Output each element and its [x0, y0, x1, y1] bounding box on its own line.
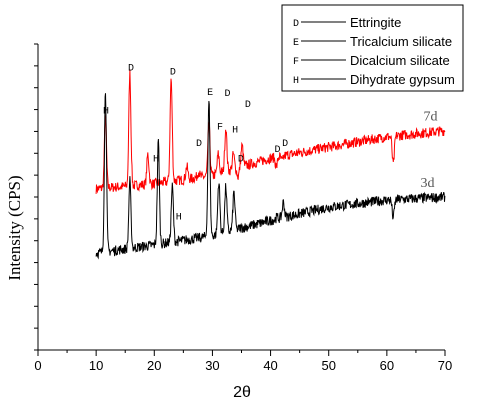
legend-label: Tricalcium silicate — [350, 34, 452, 49]
peak-annotation: D — [225, 89, 231, 100]
legend-label: Dicalcium silicate — [350, 53, 450, 68]
x-tick-label: 10 — [89, 358, 103, 373]
legend-symbol: H — [293, 76, 299, 87]
peak-annotation: D — [170, 68, 176, 79]
peak-annotation: D — [238, 154, 244, 165]
x-axis-label: 2θ — [233, 384, 251, 401]
peak-annotation: H — [232, 126, 238, 137]
x-tick-label: 0 — [34, 358, 41, 373]
legend-label: Dihydrate gypsum — [350, 72, 455, 87]
peak-annotation: D — [196, 139, 202, 150]
series-labels-layer: 7d 3d — [421, 110, 438, 191]
legend-symbol: D — [293, 19, 299, 30]
x-tick-label: 60 — [380, 358, 394, 373]
peak-annotation: F — [217, 123, 223, 134]
series-label-3d: 3d — [421, 176, 435, 191]
legend-symbol: F — [293, 57, 299, 68]
series-line-7d — [95, 69, 446, 194]
peak-annotation: D — [128, 64, 134, 75]
y-axis-label: Intensity (CPS) — [5, 175, 24, 280]
peak-annotation: D — [245, 100, 251, 111]
peak-annotation: H — [153, 154, 159, 165]
legend-symbol: E — [293, 38, 299, 49]
legend-items: D Ettringite E Tricalcium silicate F Dicalciu… — [293, 15, 455, 87]
x-tick-label: 70 — [438, 358, 452, 373]
x-tick-label: 40 — [263, 358, 277, 373]
legend-box — [281, 4, 464, 92]
y-minor-ticks — [34, 43, 38, 351]
peak-annotation: D — [282, 139, 288, 150]
peak-annotation: H — [103, 106, 109, 117]
peak-annotation: E — [207, 88, 213, 99]
series-line-3d — [95, 93, 446, 260]
peak-annotation: H — [176, 212, 182, 223]
legend: D Ettringite E Tricalcium silicate F Dicalciu… — [281, 4, 464, 92]
x-tick-label: 20 — [147, 358, 161, 373]
peak-annotation: D — [275, 145, 281, 156]
legend-label: Ettringite — [350, 15, 401, 30]
x-ticks: 0 10 20 30 40 50 60 70 — [34, 350, 452, 373]
series-layer — [95, 69, 446, 260]
x-tick-label: 30 — [205, 358, 219, 373]
series-label-7d: 7d — [423, 110, 437, 125]
x-tick-label: 50 — [321, 358, 335, 373]
